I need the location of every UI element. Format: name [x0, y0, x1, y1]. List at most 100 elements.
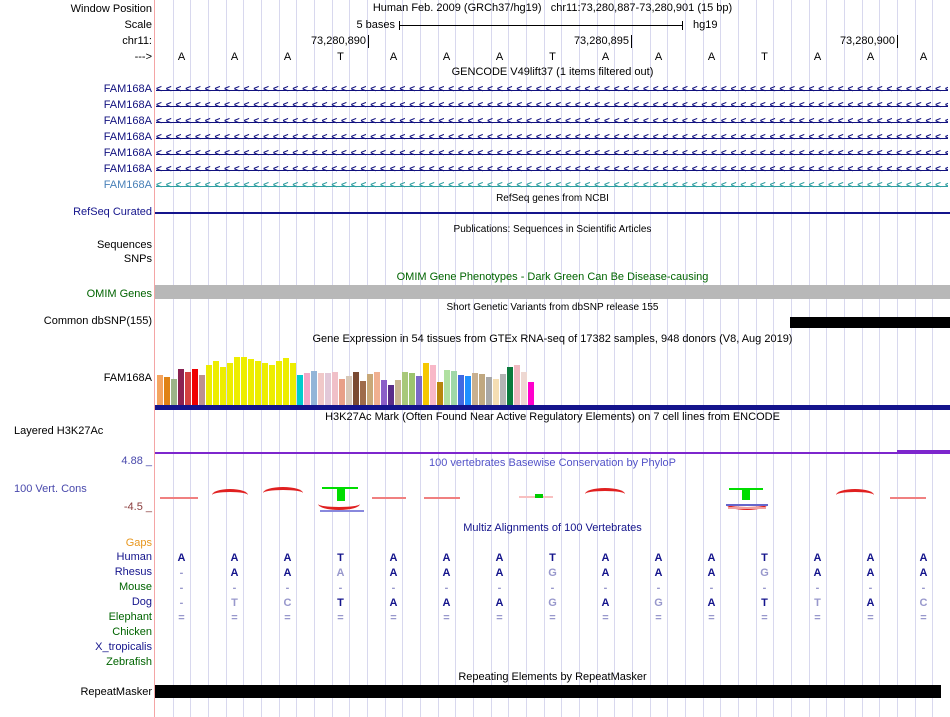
gene-row[interactable]: <<<<<<<<<<<<<<<<<<<<<<<<<<<<<<<<<<<<<<<<…: [156, 98, 948, 114]
gtex-bar[interactable]: [346, 376, 352, 405]
species-label[interactable]: Dog: [131, 596, 152, 608]
gene-label[interactable]: FAM168A: [103, 147, 152, 159]
common-dbsnp-label[interactable]: Common dbSNP(155): [43, 315, 152, 327]
layered-h3k27ac-label[interactable]: Layered H3K27Ac: [14, 425, 104, 437]
gene-row[interactable]: <<<<<<<<<<<<<<<<<<<<<<<<<<<<<<<<<<<<<<<<…: [156, 162, 948, 178]
gtex-bar[interactable]: [521, 372, 527, 405]
gtex-bar[interactable]: [227, 363, 233, 405]
gtex-bar[interactable]: [423, 363, 429, 405]
gtex-bar[interactable]: [528, 382, 534, 405]
alignment-cell: A: [866, 597, 875, 609]
repeatmasker-label[interactable]: RepeatMasker: [80, 686, 152, 698]
gtex-bar[interactable]: [444, 370, 450, 405]
gtex-bar[interactable]: [367, 374, 373, 405]
gtex-bar-chart[interactable]: [157, 347, 537, 405]
refseq-line[interactable]: [155, 212, 950, 214]
gtex-bar[interactable]: [458, 375, 464, 405]
gtex-bar[interactable]: [304, 373, 310, 405]
gene-label[interactable]: FAM168A: [103, 115, 152, 127]
gene-row[interactable]: <<<<<<<<<<<<<<<<<<<<<<<<<<<<<<<<<<<<<<<<…: [156, 82, 948, 98]
gtex-bar[interactable]: [374, 372, 380, 405]
species-label[interactable]: Zebrafish: [106, 656, 152, 668]
gtex-bar[interactable]: [332, 372, 338, 405]
gtex-bar[interactable]: [206, 365, 212, 405]
gtex-bar[interactable]: [486, 377, 492, 405]
gtex-bar[interactable]: [262, 363, 268, 405]
gtex-bar[interactable]: [192, 369, 198, 405]
gene-label[interactable]: FAM168A: [103, 83, 152, 95]
gtex-bar[interactable]: [213, 361, 219, 405]
gtex-bar[interactable]: [395, 380, 401, 405]
gtex-bar[interactable]: [297, 375, 303, 405]
gene-label[interactable]: FAM168A: [103, 99, 152, 111]
gtex-bar[interactable]: [185, 372, 191, 405]
species-label[interactable]: X_tropicalis: [95, 641, 152, 653]
gtex-bar[interactable]: [220, 367, 226, 405]
gtex-bar[interactable]: [318, 373, 324, 405]
gtex-bar[interactable]: [514, 365, 520, 405]
gtex-bar[interactable]: [339, 379, 345, 405]
h3k27ac-signal-line[interactable]: [155, 452, 950, 454]
species-label[interactable]: Human: [116, 551, 152, 563]
species-label[interactable]: Chicken: [112, 626, 152, 638]
alignment-cell: -: [391, 582, 396, 594]
gtex-bar[interactable]: [164, 377, 170, 405]
phylop-track-label[interactable]: 100 Vert. Cons: [14, 483, 87, 495]
gtex-bar[interactable]: [325, 373, 331, 405]
gtex-bar[interactable]: [360, 381, 366, 405]
gtex-bar[interactable]: [472, 373, 478, 405]
dbsnp-bar[interactable]: [790, 317, 950, 328]
gtex-bar[interactable]: [178, 369, 184, 405]
gtex-bar[interactable]: [402, 372, 408, 405]
omim-bar[interactable]: [155, 285, 950, 299]
gtex-bar[interactable]: [465, 376, 471, 405]
species-label[interactable]: Mouse: [118, 581, 152, 593]
gene-label[interactable]: FAM168A: [103, 179, 152, 191]
gtex-bar[interactable]: [241, 357, 247, 405]
gtex-bar[interactable]: [437, 382, 443, 405]
gene-label[interactable]: FAM168A: [103, 163, 152, 175]
gtex-bar[interactable]: [416, 376, 422, 405]
gtex-bar[interactable]: [493, 379, 499, 405]
gtex-bar[interactable]: [430, 365, 436, 405]
gtex-bar[interactable]: [500, 374, 506, 405]
gtex-bar[interactable]: [353, 372, 359, 405]
gtex-bar[interactable]: [507, 367, 513, 405]
snps-label[interactable]: SNPs: [123, 253, 152, 265]
alignment-cell: A: [866, 552, 875, 564]
gtex-bar[interactable]: [157, 375, 163, 405]
gtex-bar[interactable]: [381, 380, 387, 405]
gtex-bar[interactable]: [269, 365, 275, 405]
gtex-bar[interactable]: [451, 371, 457, 405]
species-label[interactable]: Rhesus: [114, 566, 152, 578]
gene-row[interactable]: <<<<<<<<<<<<<<<<<<<<<<<<<<<<<<<<<<<<<<<<…: [156, 178, 948, 194]
gtex-bar[interactable]: [248, 359, 254, 405]
species-label[interactable]: Gaps: [125, 537, 152, 549]
base-letter: A: [707, 51, 716, 63]
refseq-curated-label[interactable]: RefSeq Curated: [73, 206, 152, 218]
repeatmasker-bar[interactable]: [155, 685, 941, 698]
omim-genes-label[interactable]: OMIM Genes: [86, 288, 152, 300]
gtex-bar[interactable]: [283, 358, 289, 405]
gtex-gene-label[interactable]: FAM168A: [103, 372, 152, 384]
base-letter: T: [549, 51, 556, 63]
conservation-mark: [212, 489, 248, 501]
gene-row[interactable]: <<<<<<<<<<<<<<<<<<<<<<<<<<<<<<<<<<<<<<<<…: [156, 146, 948, 162]
gtex-bar[interactable]: [276, 361, 282, 405]
gene-label[interactable]: FAM168A: [103, 131, 152, 143]
gtex-bar[interactable]: [255, 361, 261, 405]
gtex-bar[interactable]: [199, 375, 205, 405]
gridline: [649, 0, 651, 717]
gtex-bar[interactable]: [388, 385, 394, 405]
gtex-bar[interactable]: [479, 374, 485, 405]
gtex-bar[interactable]: [409, 373, 415, 405]
gtex-bar[interactable]: [171, 379, 177, 405]
gtex-bar[interactable]: [234, 357, 240, 405]
gene-row[interactable]: <<<<<<<<<<<<<<<<<<<<<<<<<<<<<<<<<<<<<<<<…: [156, 114, 948, 130]
gridline: [685, 0, 686, 717]
species-label[interactable]: Elephant: [108, 611, 152, 623]
gtex-bar[interactable]: [290, 363, 296, 405]
gene-row[interactable]: <<<<<<<<<<<<<<<<<<<<<<<<<<<<<<<<<<<<<<<<…: [156, 130, 948, 146]
sequences-label[interactable]: Sequences: [96, 239, 152, 251]
gtex-bar[interactable]: [311, 371, 317, 405]
